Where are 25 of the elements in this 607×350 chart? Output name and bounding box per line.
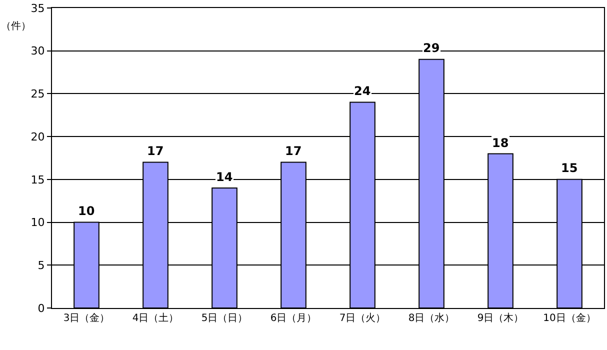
data-label: 18 [492,136,509,150]
x-tick-label: 10日（金） [543,312,596,324]
data-label: 17 [285,144,302,158]
data-label: 17 [147,144,164,158]
data-label: 15 [561,161,578,175]
x-tick-label: 7日（火） [339,312,386,324]
x-tick-label: 8日（水） [408,312,455,324]
y-tick-label: 25 [30,88,45,101]
x-tick-label: 9日（木） [477,312,524,324]
data-label: 10 [78,204,95,218]
x-tick-label: 3日（金） [63,312,110,324]
data-label: 24 [354,84,371,98]
x-tick-label: 5日（日） [201,313,248,324]
data-label: 29 [423,41,440,55]
x-tick-label: 4日（土） [132,312,179,324]
y-tick-label: 10 [30,216,45,230]
data-label: 14 [216,170,233,184]
y-tick-label: 20 [30,130,45,144]
x-tick-label: 6日（月） [270,313,317,324]
y-tick-label: 30 [30,44,45,58]
y-axis-title: （件） [1,21,31,32]
y-tick-label: 0 [38,302,45,315]
y-tick-label: 5 [38,258,45,272]
y-tick-label: 35 [30,2,45,15]
y-tick-label: 15 [30,173,45,186]
